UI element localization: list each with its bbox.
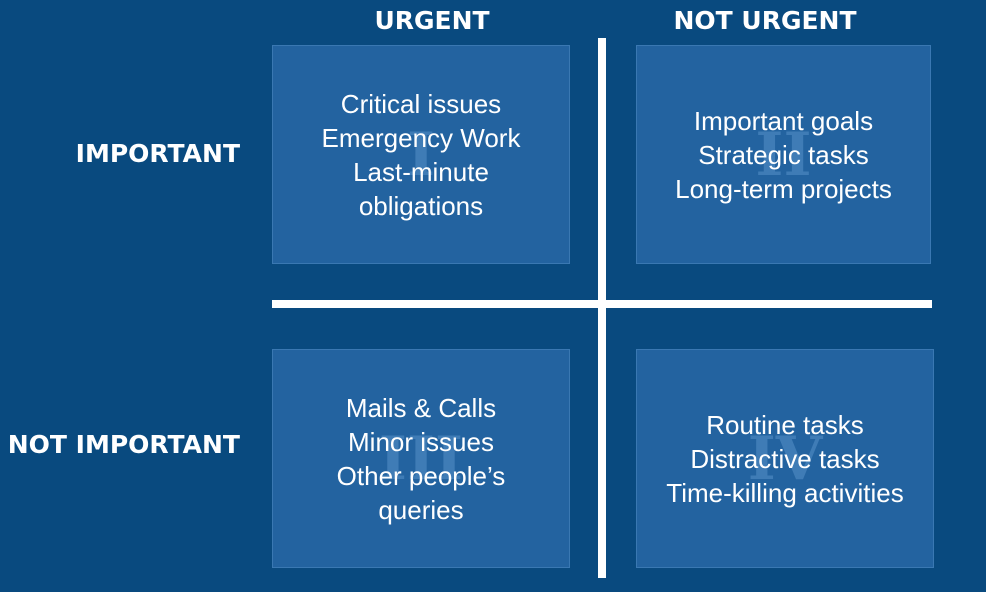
quadrant-urgent-not-important: III Mails & Calls Minor issues Other peo… <box>272 349 570 568</box>
quadrant-numeral: I <box>406 119 436 190</box>
quadrant-line: Distractive tasks <box>690 443 880 474</box>
quadrant-line: Critical issues <box>340 88 502 119</box>
quadrant-line: queries <box>378 494 464 525</box>
quadrant-numeral: IV <box>747 423 823 494</box>
column-header-not-urgent: NOT URGENT <box>673 6 857 35</box>
quadrant-line: Important goals <box>693 105 874 136</box>
quadrant-not-urgent-important: II Important goals Strategic tasks Long-… <box>636 45 931 264</box>
quadrant-line: Long-term projects <box>675 173 892 204</box>
quadrant-line: obligations <box>358 190 484 221</box>
quadrant-line: Mails & Calls <box>345 392 497 423</box>
quadrant-numeral: II <box>755 119 812 190</box>
horizontal-divider <box>272 300 932 308</box>
quadrant-line: Last-minute <box>353 156 489 187</box>
quadrant-numeral: III <box>378 423 464 494</box>
vertical-divider <box>598 38 606 578</box>
quadrant-line: Other people’s <box>336 460 506 491</box>
quadrant-line: Minor issues <box>348 426 494 457</box>
quadrant-text: Mails & Calls Minor issues Other people’… <box>337 391 506 527</box>
row-header-important: IMPORTANT <box>75 139 240 168</box>
row-header-not-important: NOT IMPORTANT <box>7 430 240 459</box>
quadrant-line: Time-killing activities <box>666 477 904 508</box>
quadrant-urgent-important: I Critical issues Emergency Work Last-mi… <box>272 45 570 264</box>
quadrant-text: Routine tasks Distractive tasks Time-kil… <box>666 408 903 510</box>
quadrant-text: Critical issues Emergency Work Last-minu… <box>322 87 521 223</box>
column-header-urgent: URGENT <box>374 6 490 35</box>
quadrant-text: Important goals Strategic tasks Long-ter… <box>675 104 892 206</box>
quadrant-line: Routine tasks <box>706 409 864 440</box>
quadrant-not-urgent-not-important: IV Routine tasks Distractive tasks Time-… <box>636 349 934 568</box>
quadrant-line: Emergency Work <box>321 122 521 153</box>
quadrant-line: Strategic tasks <box>698 139 869 170</box>
